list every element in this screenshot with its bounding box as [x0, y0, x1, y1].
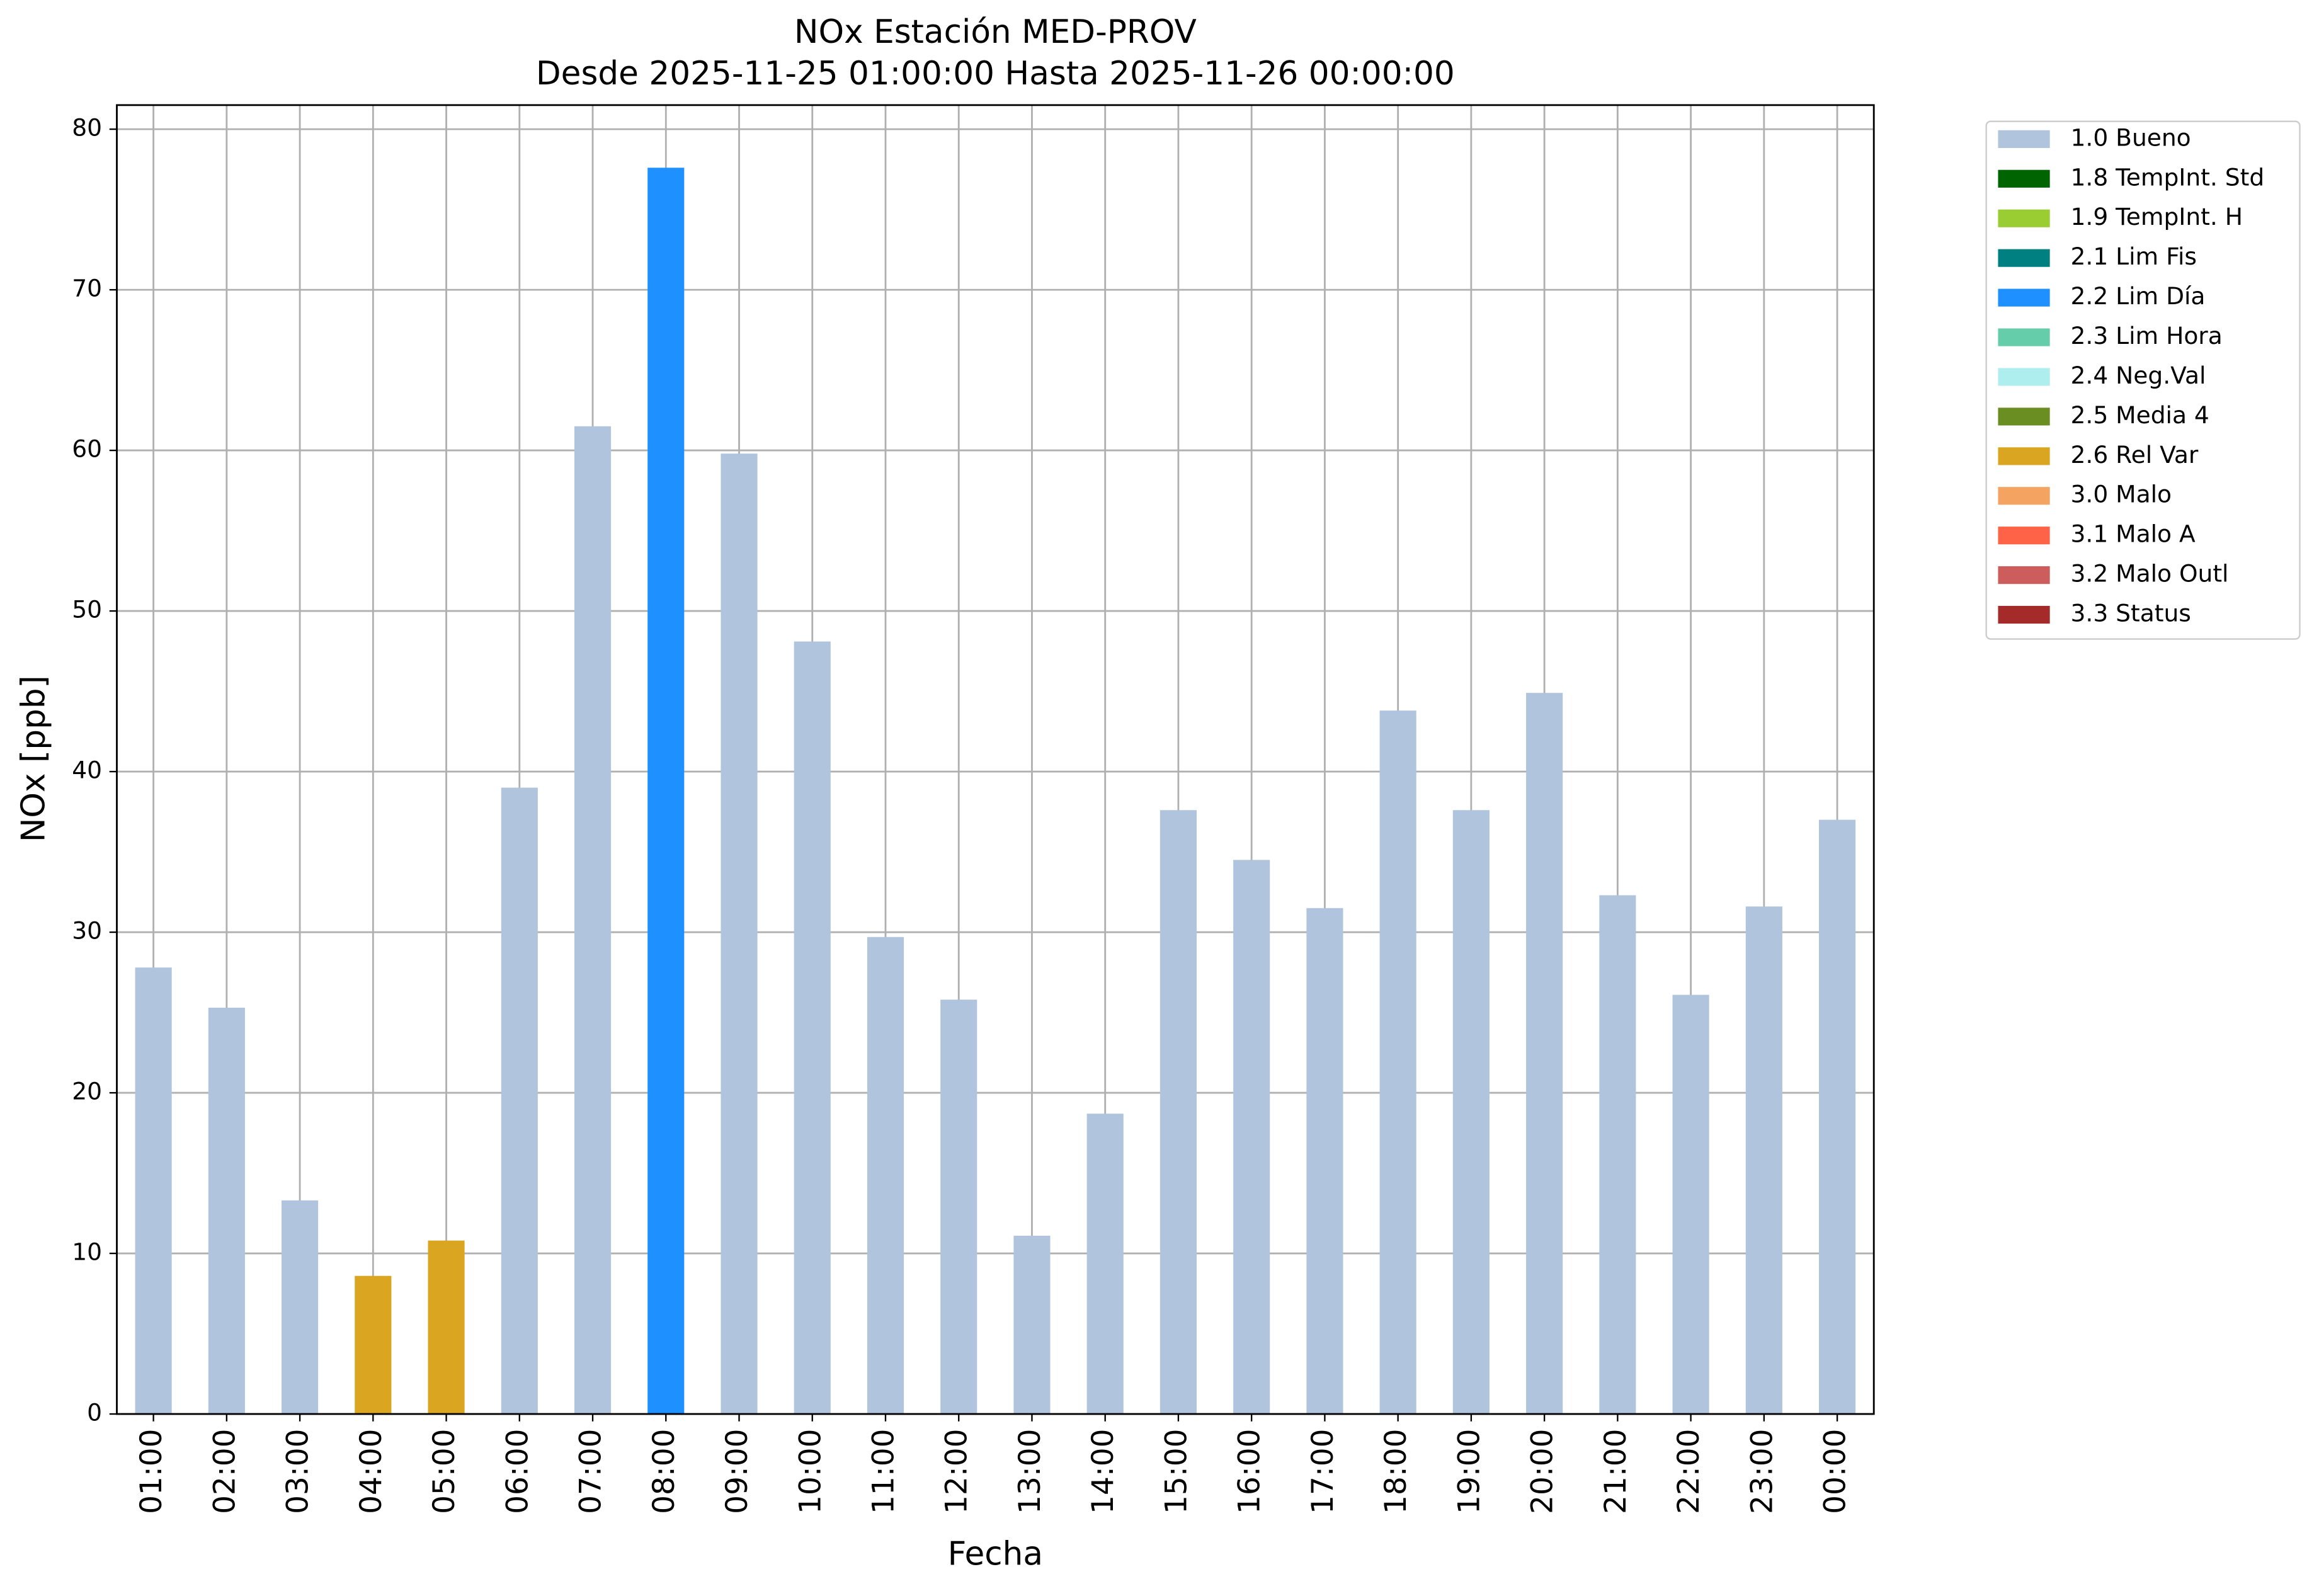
bar: [1526, 693, 1563, 1415]
x-tick-label: 20:00: [1525, 1429, 1560, 1514]
legend-label: 3.0 Malo: [2071, 481, 2172, 508]
legend-swatch: [1998, 527, 2050, 545]
x-tick-label: 14:00: [1086, 1429, 1120, 1514]
legend-label: 2.6 Rel Var: [2071, 441, 2199, 469]
y-tick-label: 0: [87, 1399, 102, 1427]
legend: 1.0 Bueno 1.8 TempInt. Std 1.9 TempInt. H 2…: [1998, 123, 2264, 627]
legend-swatch: [1998, 328, 2050, 346]
bar: [1086, 1114, 1124, 1415]
x-tick-label: 07:00: [574, 1429, 608, 1514]
x-axis-label: Fecha: [948, 1535, 1043, 1573]
bar: [721, 453, 758, 1415]
chart-subtitle: Desde 2025-11-25 01:00:00 Hasta 2025-11-…: [536, 55, 1455, 93]
bar: [1672, 995, 1709, 1415]
y-tick-label: 20: [72, 1078, 102, 1105]
x-tick-label: 12:00: [940, 1429, 974, 1514]
chart-title: NOx Estación MED-PROV: [794, 13, 1197, 51]
x-tick-label: 21:00: [1598, 1429, 1633, 1514]
legend-label: 2.4 Neg.Val: [2071, 362, 2206, 389]
bar: [1599, 895, 1636, 1415]
y-tick-label: 30: [72, 917, 102, 945]
bar: [1819, 819, 1856, 1415]
y-tick-label: 50: [72, 596, 102, 624]
legend-swatch: [1998, 605, 2050, 624]
x-tick-label: 09:00: [720, 1429, 755, 1514]
x-tick-label: 18:00: [1379, 1429, 1413, 1514]
y-tick-label: 80: [72, 114, 102, 142]
x-tick-label: 13:00: [1013, 1429, 1047, 1514]
x-tick-label: 04:00: [354, 1429, 389, 1514]
legend-label: 2.5 Media 4: [2071, 401, 2209, 429]
x-tick-label: 00:00: [1818, 1429, 1853, 1514]
x-tick-label: 11:00: [866, 1429, 901, 1514]
legend-label: 1.9 TempInt. H: [2071, 203, 2243, 231]
legend-swatch: [1998, 368, 2050, 386]
bar: [940, 1000, 977, 1415]
bar: [1233, 860, 1270, 1415]
bar: [1452, 810, 1490, 1415]
bar: [1745, 906, 1782, 1415]
y-tick-label: 70: [72, 275, 102, 302]
axes: 0 10 20 30 40 50 60 70 80 01:00 02:00 03:00 04:00 05:…: [72, 114, 1852, 1514]
legend-label: 3.1 Malo A: [2071, 520, 2196, 548]
legend-label: 1.0 Bueno: [2071, 123, 2191, 151]
x-tick-label: 06:00: [500, 1429, 535, 1514]
bars: [135, 168, 1856, 1415]
x-tick-label: 16:00: [1233, 1429, 1267, 1514]
legend-label: 2.3 Lim Hora: [2071, 322, 2223, 350]
x-tick-label: 05:00: [427, 1429, 462, 1514]
legend-label: 3.2 Malo Outl: [2071, 560, 2229, 588]
legend-box: [1985, 120, 2301, 640]
x-tick-label: 10:00: [793, 1429, 828, 1514]
x-tick-label: 19:00: [1452, 1429, 1486, 1514]
bar: [428, 1240, 465, 1415]
bar: [794, 641, 831, 1415]
bar: [501, 787, 538, 1415]
bar: [208, 1007, 245, 1415]
legend-swatch: [1998, 447, 2050, 465]
y-tick-label: 40: [72, 756, 102, 784]
bar: [355, 1275, 392, 1415]
legend-label: 2.1 Lim Fis: [2071, 242, 2197, 270]
x-tick-label: 22:00: [1672, 1429, 1706, 1514]
bar: [1379, 710, 1416, 1415]
bar: [1160, 810, 1197, 1415]
bar: [574, 426, 612, 1415]
legend-swatch: [1998, 487, 2050, 505]
x-tick-label: 15:00: [1159, 1429, 1194, 1514]
x-tick-label: 17:00: [1306, 1429, 1340, 1514]
x-tick-label: 01:00: [134, 1429, 169, 1514]
bar: [1306, 908, 1343, 1415]
plot-frame: [116, 104, 1875, 1415]
x-tick-label: 02:00: [207, 1429, 242, 1514]
x-tick-label: 08:00: [647, 1429, 681, 1514]
legend-swatch: [1998, 288, 2050, 307]
legend-label: 3.3 Status: [2071, 600, 2191, 627]
bar: [647, 168, 685, 1415]
legend-swatch: [1998, 566, 2050, 584]
legend-label: 2.2 Lim Día: [2071, 282, 2206, 310]
bar: [135, 967, 172, 1415]
bar: [1013, 1235, 1051, 1415]
y-tick-label: 60: [72, 435, 102, 463]
legend-swatch: [1998, 209, 2050, 227]
legend-swatch: [1998, 249, 2050, 267]
bar: [282, 1200, 319, 1415]
legend-swatch: [1998, 130, 2050, 148]
legend-label: 1.8 TempInt. Std: [2071, 163, 2265, 191]
legend-swatch: [1998, 408, 2050, 426]
x-tick-label: 03:00: [281, 1429, 316, 1514]
bar: [867, 937, 904, 1415]
x-tick-label: 23:00: [1745, 1429, 1779, 1514]
y-axis-label: NOx [ppb]: [14, 675, 52, 842]
y-tick-label: 10: [72, 1238, 102, 1266]
legend-swatch: [1998, 169, 2050, 188]
